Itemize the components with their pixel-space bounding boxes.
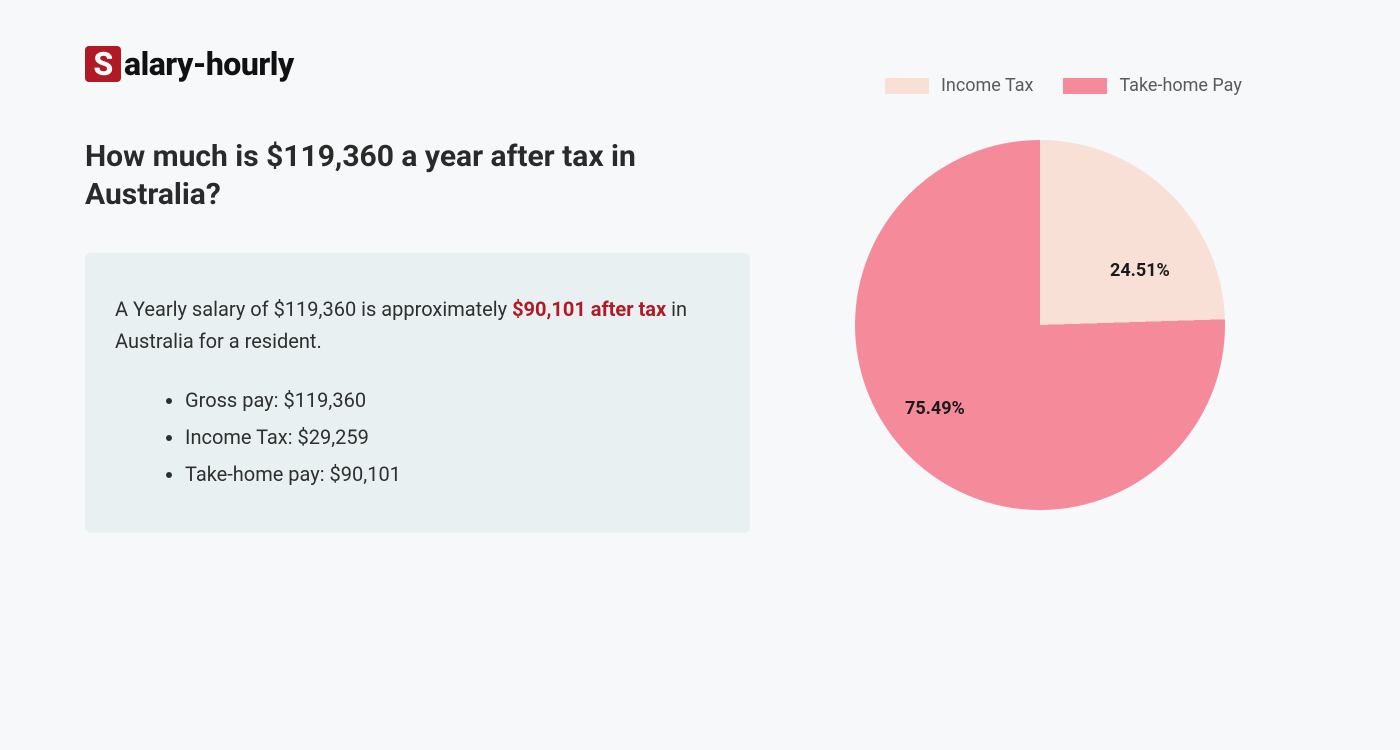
list-item: Income Tax: $29,259 <box>185 419 720 456</box>
legend-item-take-home: Take-home Pay <box>1063 75 1241 96</box>
legend-item-income-tax: Income Tax <box>885 75 1033 96</box>
chart-column: Income Tax Take-home Pay 24.51% 75.49% <box>760 40 1330 710</box>
site-logo: Salary-hourly <box>85 45 760 83</box>
page-title: How much is $119,360 a year after tax in… <box>85 138 685 213</box>
list-item: Take-home pay: $90,101 <box>185 456 720 493</box>
list-item: Gross pay: $119,360 <box>185 382 720 419</box>
logo-badge: S <box>85 46 121 82</box>
legend-label: Take-home Pay <box>1119 75 1241 96</box>
pie-slice-label-take-home: 75.49% <box>905 398 965 419</box>
page-container: Salary-hourly How much is $119,360 a yea… <box>0 0 1400 750</box>
pie-slice-label-income-tax: 24.51% <box>1110 260 1170 281</box>
breakdown-list: Gross pay: $119,360 Income Tax: $29,259 … <box>115 382 720 493</box>
legend-swatch <box>1063 78 1107 94</box>
legend-label: Income Tax <box>941 75 1033 96</box>
summary-pre: A Yearly salary of $119,360 is approxima… <box>115 297 512 321</box>
chart-legend: Income Tax Take-home Pay <box>885 75 1242 96</box>
summary-card: A Yearly salary of $119,360 is approxima… <box>85 253 750 533</box>
legend-swatch <box>885 78 929 94</box>
pie-body <box>855 140 1225 510</box>
logo-text: alary-hourly <box>124 45 294 83</box>
summary-text: A Yearly salary of $119,360 is approxima… <box>115 293 720 357</box>
left-column: Salary-hourly How much is $119,360 a yea… <box>85 40 760 710</box>
summary-highlight: $90,101 after tax <box>512 297 666 321</box>
pie-chart: 24.51% 75.49% <box>855 140 1225 510</box>
